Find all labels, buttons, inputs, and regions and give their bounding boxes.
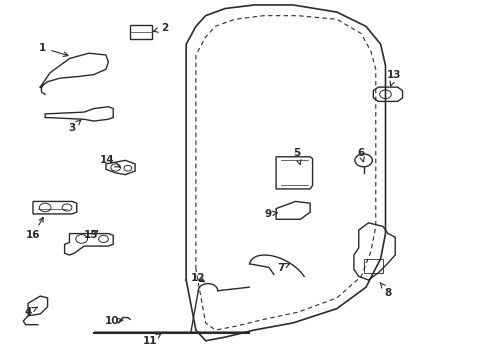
Text: 5: 5	[293, 148, 301, 165]
Text: 6: 6	[357, 148, 364, 162]
Text: 15: 15	[84, 230, 99, 240]
Text: 3: 3	[68, 120, 81, 133]
Text: 14: 14	[100, 156, 120, 167]
Text: 1: 1	[39, 43, 68, 57]
Text: 12: 12	[191, 273, 205, 283]
Text: 2: 2	[153, 23, 167, 33]
Text: 8: 8	[379, 283, 391, 297]
Text: 10: 10	[105, 316, 122, 326]
Text: 16: 16	[26, 217, 43, 240]
Text: 7: 7	[277, 262, 289, 273]
Text: 4: 4	[24, 307, 37, 317]
Text: 9: 9	[264, 209, 277, 219]
Text: 13: 13	[386, 69, 401, 86]
Text: 11: 11	[142, 334, 161, 346]
